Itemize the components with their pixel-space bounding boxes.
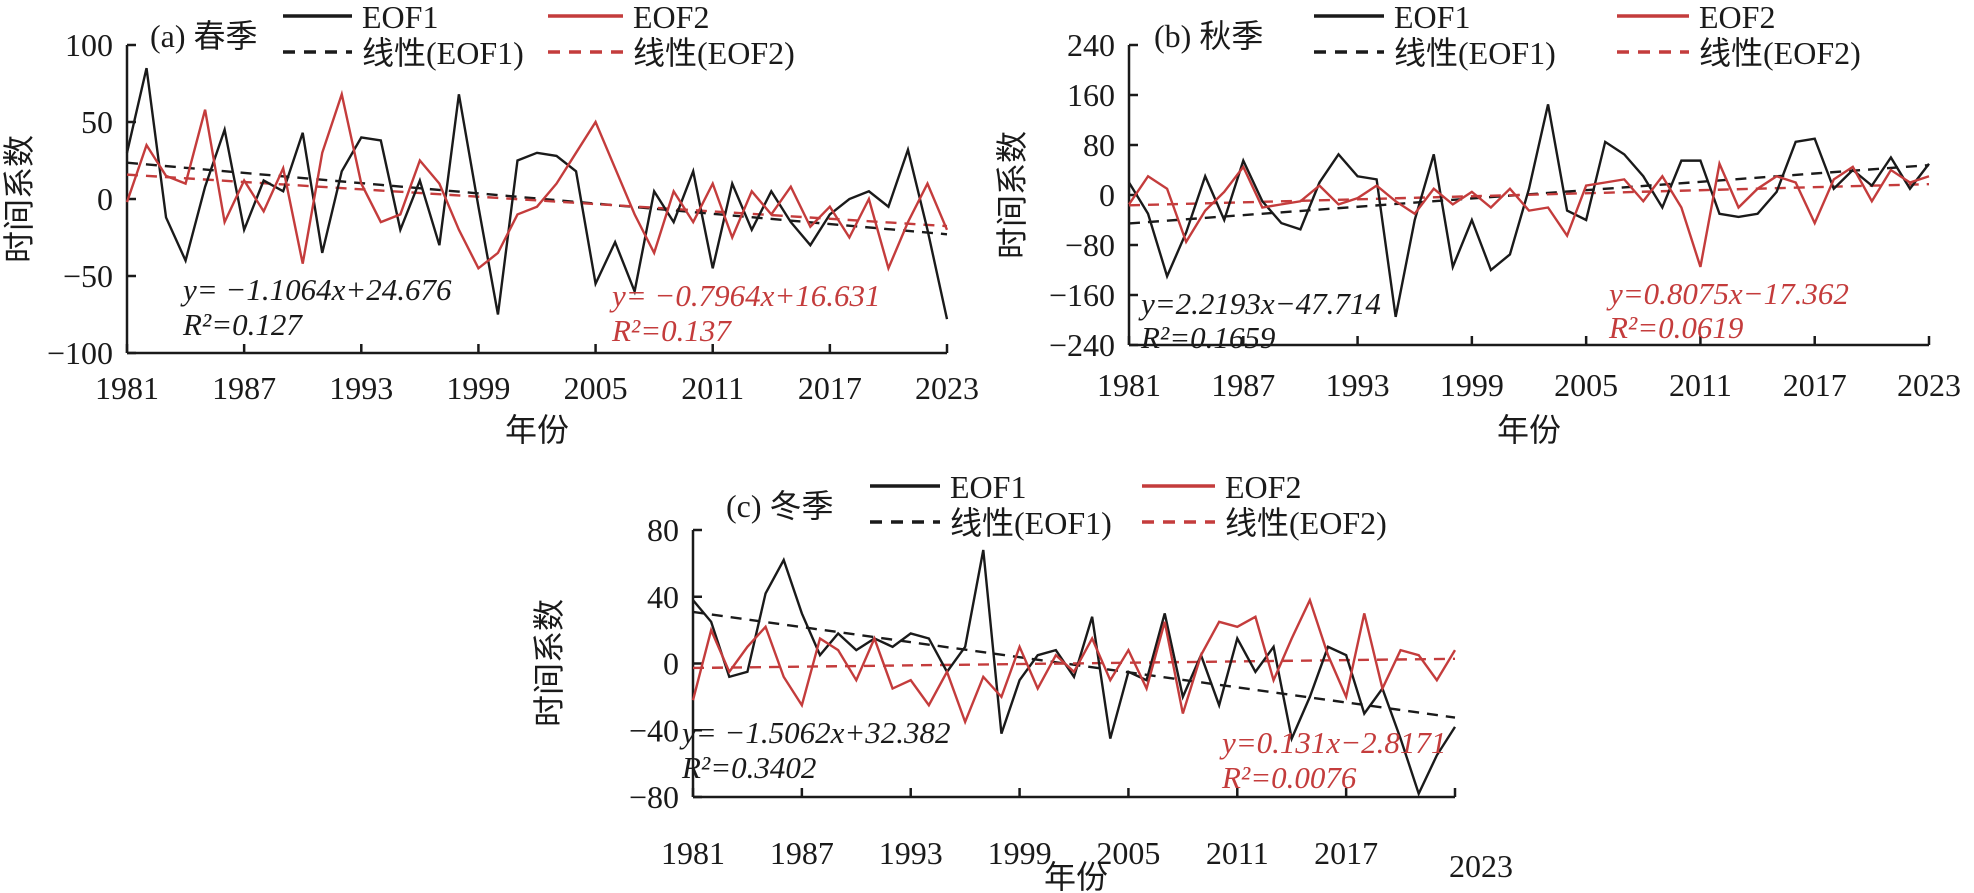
- x-tick-label: 1993: [329, 370, 393, 406]
- x-tick-label: 2011: [1669, 367, 1732, 403]
- x-tick-label: 2023: [1897, 367, 1961, 403]
- series-EOF2: [691, 596, 1457, 726]
- chart-title: (b) 秋季: [1154, 18, 1263, 54]
- x-tick-label: 2017: [1314, 835, 1378, 871]
- x-tick-label: 2023: [915, 370, 979, 406]
- y-tick-label: 80: [1083, 127, 1115, 163]
- x-tick-label: 1993: [1326, 367, 1390, 403]
- r2-eof2: R²=0.0619: [1608, 310, 1743, 345]
- y-tick-label: −80: [629, 779, 679, 815]
- y-axis-title: 时间系数: [1, 135, 37, 263]
- x-tick-label: 1999: [1440, 367, 1504, 403]
- y-tick-label: 240: [1067, 27, 1115, 63]
- r2-eof1: R²=0.3402: [681, 750, 816, 785]
- x-tick-label: 1987: [1211, 367, 1275, 403]
- x-tick-label: 1999: [988, 835, 1052, 871]
- y-tick-label: 160: [1067, 77, 1115, 113]
- y-tick-label: −160: [1049, 277, 1115, 313]
- legend-label-eof2: EOF2: [633, 0, 709, 35]
- y-tick-label: −100: [47, 335, 113, 371]
- legend-label-trend-eof2: 线性(EOF2): [1699, 35, 1861, 71]
- legend-label-trend-eof1: 线性(EOF1): [362, 35, 524, 71]
- legend-label-eof1: EOF1: [950, 469, 1026, 505]
- x-tick-label: 1981: [95, 370, 159, 406]
- y-tick-label: −40: [629, 712, 679, 748]
- series-EOF2: [125, 89, 949, 272]
- x-tick-label: 2017: [798, 370, 862, 406]
- x-tick-label: 1981: [661, 835, 725, 871]
- legend-label-eof1: EOF1: [362, 0, 438, 35]
- trend-EOF1: [692, 610, 1456, 719]
- trend-EOF2: [126, 173, 948, 228]
- trend-EOF2: [692, 657, 1456, 670]
- x-tick-label: 1993: [879, 835, 943, 871]
- legend-label-trend-eof1: 线性(EOF1): [1394, 35, 1556, 71]
- equation-eof2: y= −0.7964x+16.631: [609, 278, 881, 313]
- y-tick-label: 50: [81, 104, 113, 140]
- chart-autumn: 240 160 80 0 −80 −160 −240 1981 1987 1993 1999 2005…: [989, 0, 1974, 455]
- x-axis-title: 年份: [1044, 859, 1108, 893]
- x-tick-label: 2011: [681, 370, 744, 406]
- trend-EOF1: [126, 161, 948, 236]
- x-tick-label: 1981: [1097, 367, 1161, 403]
- x-tick-label: 2017: [1783, 367, 1847, 403]
- y-tick-label: −80: [1065, 227, 1115, 263]
- x-tick-label: 2023: [1449, 848, 1513, 884]
- legend-label-trend-eof2: 线性(EOF2): [1225, 505, 1387, 541]
- x-tick-label: 2005: [1096, 835, 1160, 871]
- legend-label-eof2: EOF2: [1699, 0, 1775, 35]
- x-tick-label: 2005: [564, 370, 628, 406]
- equation-eof1: y= −1.5062x+32.382: [679, 715, 951, 750]
- chart-winter: 80 40 0 −40 −80 1981 1987 1993 1999 2005 2011 2017 2…: [530, 455, 1574, 893]
- x-tick-label: 1987: [770, 835, 834, 871]
- equation-eof2: y=0.8075x−17.362: [1606, 276, 1849, 311]
- y-tick-label: 0: [97, 181, 113, 217]
- series-EOF1: [125, 67, 949, 320]
- chart-spring: 100 50 0 −50 −100 1981 1987 1993 1999 2005 2011 201…: [0, 0, 985, 455]
- chart-winter-canvas: 80 40 0 −40 −80 1981 1987 1993 1999 2005 2011 2017 2…: [531, 469, 1513, 893]
- r2-eof1: R²=0.1659: [1140, 320, 1275, 355]
- r2-eof2: R²=0.0076: [1221, 760, 1357, 795]
- x-tick-label: 1999: [446, 370, 510, 406]
- x-tick-label: 2011: [1206, 835, 1269, 871]
- series-EOF1: [1127, 104, 1930, 318]
- series-EOF1: [692, 549, 1457, 797]
- chart-title: (c) 冬季: [726, 488, 834, 524]
- legend-label-trend-eof2: 线性(EOF2): [633, 35, 795, 71]
- x-tick-label: 2005: [1554, 367, 1618, 403]
- y-axis-title: 时间系数: [994, 131, 1030, 259]
- y-tick-label: 0: [663, 646, 679, 682]
- r2-eof1: R²=0.127: [182, 307, 303, 342]
- legend-label-eof1: EOF1: [1394, 0, 1470, 35]
- r2-eof2: R²=0.137: [611, 313, 732, 348]
- equation-eof1: y=2.2193x−47.714: [1138, 286, 1381, 321]
- chart-autumn-canvas: 240 160 80 0 −80 −160 −240 1981 1987 1993 1999 2005…: [994, 0, 1961, 448]
- x-tick-label: 1987: [212, 370, 276, 406]
- y-tick-label: 80: [647, 512, 679, 548]
- chart-title: (a) 春季: [150, 18, 258, 54]
- legend-label-eof2: EOF2: [1225, 469, 1301, 505]
- legend-label-trend-eof1: 线性(EOF1): [950, 505, 1112, 541]
- y-tick-label: 100: [65, 27, 113, 63]
- y-tick-label: −50: [63, 258, 113, 294]
- x-axis-title: 年份: [505, 412, 569, 448]
- equation-eof2: y=0.131x−2.8171: [1219, 725, 1446, 760]
- x-axis-title: 年份: [1497, 412, 1561, 448]
- y-tick-label: 0: [1099, 177, 1115, 213]
- series-EOF2: [1128, 159, 1930, 268]
- y-tick-label: 40: [647, 579, 679, 615]
- y-axis-title: 时间系数: [531, 599, 567, 727]
- y-tick-label: −240: [1049, 327, 1115, 363]
- equation-eof1: y= −1.1064x+24.676: [180, 272, 452, 307]
